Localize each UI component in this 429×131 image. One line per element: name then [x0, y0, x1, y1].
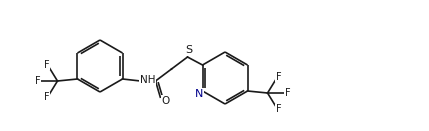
Text: F: F [285, 88, 290, 98]
Text: F: F [44, 92, 49, 102]
Text: F: F [276, 104, 281, 114]
Text: S: S [185, 45, 192, 55]
Text: N: N [195, 89, 204, 99]
Text: NH: NH [140, 75, 155, 85]
Text: O: O [161, 96, 169, 106]
Text: F: F [276, 72, 281, 82]
Text: F: F [44, 60, 49, 70]
Text: F: F [35, 76, 40, 86]
